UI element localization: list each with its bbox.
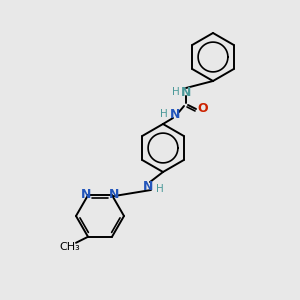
Text: H: H xyxy=(156,184,164,194)
Text: N: N xyxy=(181,85,191,98)
Text: N: N xyxy=(109,188,119,201)
Text: H: H xyxy=(160,109,168,119)
Text: N: N xyxy=(170,107,180,121)
Text: N: N xyxy=(81,188,91,201)
Text: H: H xyxy=(172,87,180,97)
Text: CH₃: CH₃ xyxy=(60,242,80,252)
Text: O: O xyxy=(198,103,208,116)
Text: N: N xyxy=(143,181,153,194)
